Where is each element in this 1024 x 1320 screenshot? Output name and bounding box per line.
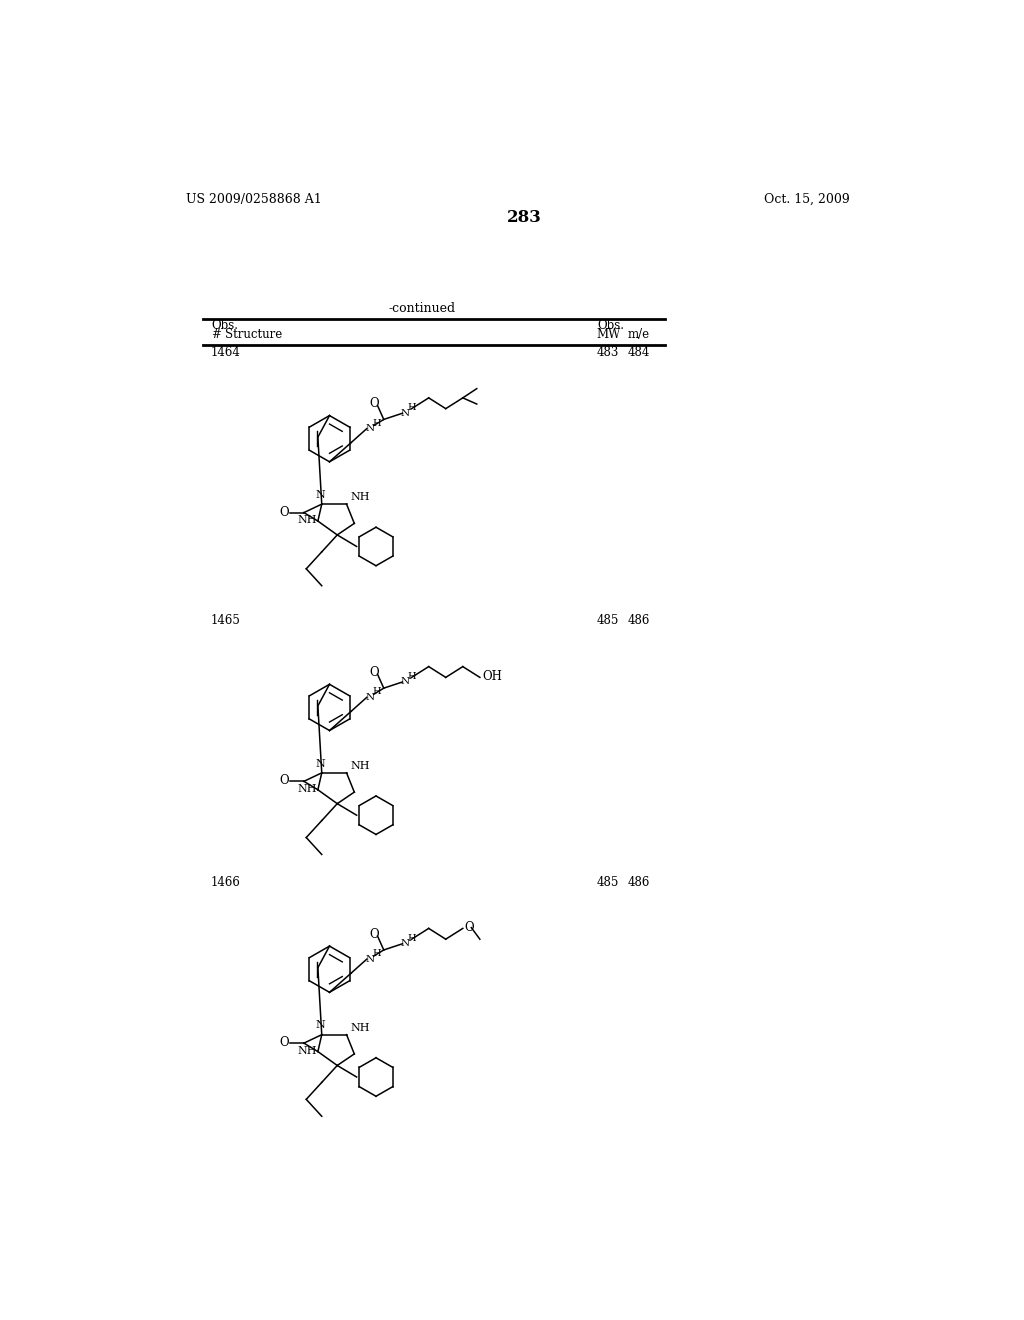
Text: 283: 283 — [507, 209, 543, 226]
Text: Obs.: Obs. — [597, 319, 624, 333]
Text: -continued: -continued — [389, 302, 456, 315]
Text: US 2009/0258868 A1: US 2009/0258868 A1 — [186, 193, 322, 206]
Text: 1466: 1466 — [211, 876, 241, 890]
Text: 485: 485 — [597, 614, 620, 627]
Text: NH: NH — [350, 762, 370, 771]
Text: N: N — [400, 409, 410, 417]
Text: NH: NH — [298, 1045, 317, 1056]
Text: NH: NH — [350, 1023, 370, 1032]
Text: N: N — [400, 677, 410, 686]
Text: NH: NH — [298, 784, 317, 795]
Text: N: N — [366, 424, 375, 433]
Text: N: N — [366, 693, 375, 702]
Text: N: N — [315, 759, 326, 768]
Text: H: H — [372, 688, 381, 697]
Text: 486: 486 — [628, 876, 650, 890]
Text: m/e: m/e — [628, 327, 650, 341]
Text: N: N — [315, 1020, 326, 1031]
Text: H: H — [408, 403, 417, 412]
Text: O: O — [464, 921, 474, 935]
Text: H: H — [408, 933, 417, 942]
Text: OH: OH — [482, 671, 502, 684]
Text: O: O — [280, 506, 289, 519]
Text: H: H — [372, 949, 381, 958]
Text: O: O — [370, 928, 380, 941]
Text: 485: 485 — [597, 876, 620, 890]
Text: #: # — [211, 327, 221, 341]
Text: N: N — [315, 490, 326, 500]
Text: 484: 484 — [628, 346, 650, 359]
Text: O: O — [280, 775, 289, 788]
Text: Obs.: Obs. — [211, 319, 238, 333]
Text: 1465: 1465 — [211, 614, 241, 627]
Text: NH: NH — [298, 515, 317, 525]
Text: 1464: 1464 — [211, 346, 241, 359]
Text: O: O — [280, 1036, 289, 1049]
Text: NH: NH — [350, 492, 370, 503]
Text: Structure: Structure — [225, 327, 283, 341]
Text: N: N — [400, 939, 410, 948]
Text: H: H — [372, 418, 381, 428]
Text: N: N — [366, 954, 375, 964]
Text: H: H — [408, 672, 417, 681]
Text: O: O — [370, 397, 380, 411]
Text: 483: 483 — [597, 346, 620, 359]
Text: 486: 486 — [628, 614, 650, 627]
Text: O: O — [370, 665, 380, 678]
Text: MW: MW — [597, 327, 622, 341]
Text: Oct. 15, 2009: Oct. 15, 2009 — [764, 193, 849, 206]
